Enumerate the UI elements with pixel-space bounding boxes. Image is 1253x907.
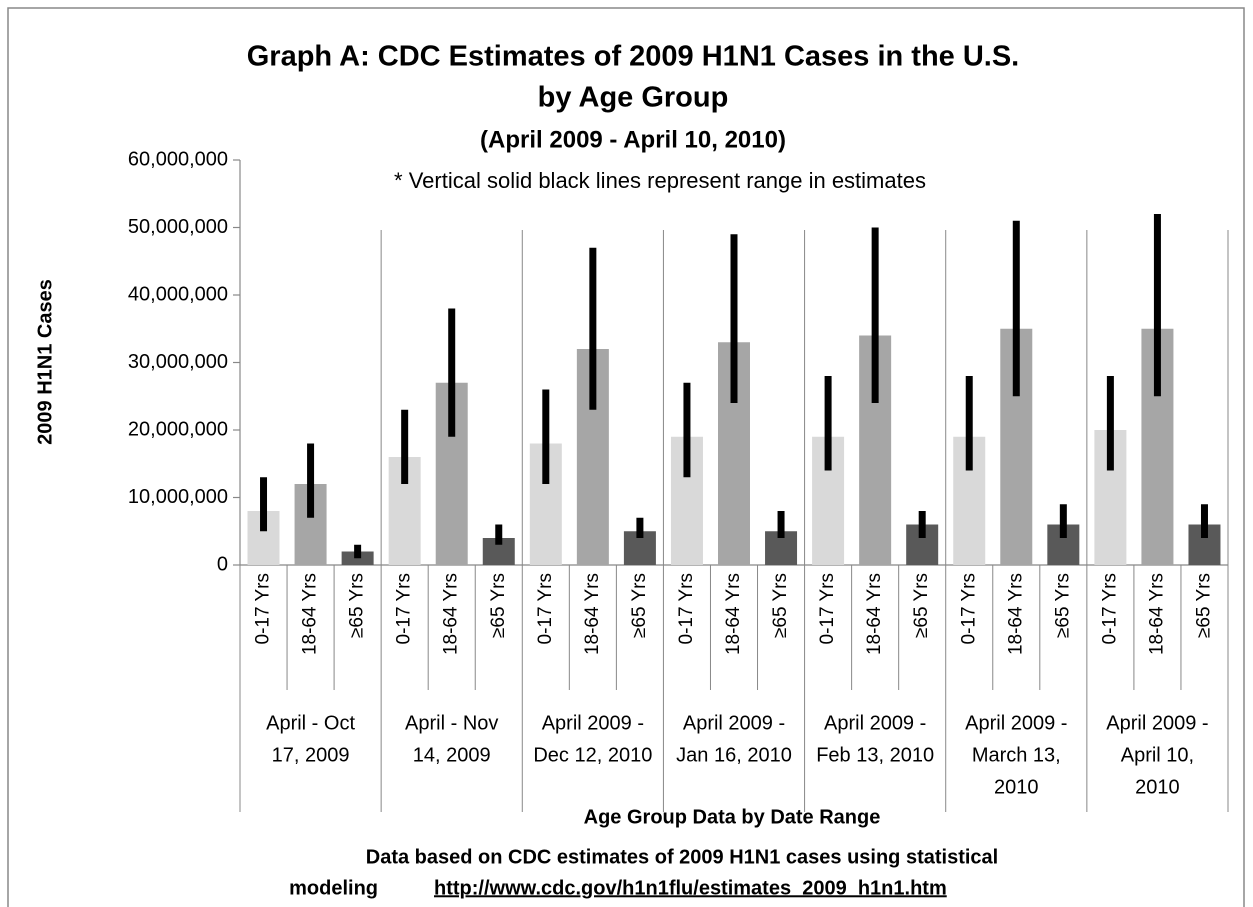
x-tick-label: 0-17 Yrs (958, 573, 979, 644)
x-tick-label: 0-17 Yrs (817, 573, 838, 644)
group-label: 2010 (994, 776, 1039, 798)
group-label: Dec 12, 2010 (533, 744, 652, 766)
x-tick-label: 18-64 Yrs (723, 573, 744, 655)
x-tick-label: 0-17 Yrs (1099, 573, 1120, 644)
x-tick-label: ≥65 Yrs (770, 573, 791, 638)
chart-title: Graph A: CDC Estimates of 2009 H1N1 Case… (247, 41, 1020, 73)
y-tick-label: 60,000,000 (128, 148, 228, 170)
chart-frame (7, 7, 1245, 907)
group-label: April 2009 - (824, 712, 926, 734)
footnote: Data based on CDC estimates of 2009 H1N1… (366, 846, 998, 868)
y-tick-label: 0 (217, 553, 228, 575)
x-tick-label: 0-17 Yrs (394, 573, 415, 644)
x-tick-label: 0-17 Yrs (676, 573, 697, 644)
group-label: April 2009 - (683, 712, 785, 734)
source-link: http://www.cdc.gov/h1n1flu/estimates_200… (434, 877, 947, 899)
group-label: Feb 13, 2010 (816, 744, 934, 766)
x-tick-label: ≥65 Yrs (1052, 573, 1073, 638)
group-label: April 10, (1121, 744, 1194, 766)
footnote: modeling (289, 877, 378, 899)
y-tick-label: 50,000,000 (128, 216, 228, 238)
group-label: 14, 2009 (413, 744, 491, 766)
x-tick-label: 18-64 Yrs (1005, 573, 1026, 655)
group-label: 2010 (1135, 776, 1180, 798)
y-axis-label: 2009 H1N1 Cases (34, 279, 56, 445)
x-axis-label: Age Group Data by Date Range (584, 806, 881, 828)
group-label: Jan 16, 2010 (676, 744, 792, 766)
x-tick-label: ≥65 Yrs (911, 573, 932, 638)
x-tick-label: ≥65 Yrs (347, 573, 368, 638)
group-label: April 2009 - (1106, 712, 1208, 734)
group-label: March 13, (972, 744, 1061, 766)
group-label: April - Nov (405, 712, 498, 734)
y-tick-label: 30,000,000 (128, 351, 228, 373)
x-tick-label: ≥65 Yrs (488, 573, 509, 638)
x-tick-label: 18-64 Yrs (1146, 573, 1167, 655)
annotation: * Vertical solid black lines represent r… (394, 168, 926, 193)
x-tick-label: 18-64 Yrs (300, 573, 321, 655)
y-tick-label: 10,000,000 (128, 486, 228, 508)
x-tick-label: ≥65 Yrs (629, 573, 650, 638)
x-tick-label: 0-17 Yrs (535, 573, 556, 644)
chart-subtitle: (April 2009 - April 10, 2010) (480, 126, 786, 153)
chart-title: by Age Group (538, 82, 729, 114)
x-tick-label: 18-64 Yrs (864, 573, 885, 655)
y-tick-label: 20,000,000 (128, 418, 228, 440)
group-label: April - Oct (266, 712, 355, 734)
group-label: April 2009 - (542, 712, 644, 734)
y-tick-label: 40,000,000 (128, 283, 228, 305)
group-label: April 2009 - (965, 712, 1067, 734)
x-tick-label: 0-17 Yrs (253, 573, 274, 644)
x-tick-label: 18-64 Yrs (582, 573, 603, 655)
x-tick-label: 18-64 Yrs (441, 573, 462, 655)
group-label: 17, 2009 (272, 744, 350, 766)
x-tick-label: ≥65 Yrs (1193, 573, 1214, 638)
